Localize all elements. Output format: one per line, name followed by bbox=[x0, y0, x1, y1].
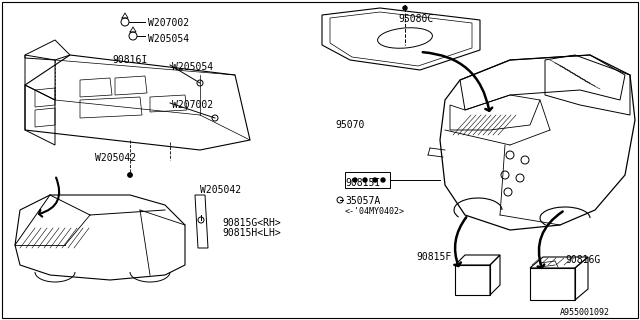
Text: 35057A: 35057A bbox=[345, 196, 380, 206]
Circle shape bbox=[381, 178, 385, 182]
Text: W205054: W205054 bbox=[148, 34, 189, 44]
Text: 90815H<LH>: 90815H<LH> bbox=[222, 228, 281, 238]
Text: A955001092: A955001092 bbox=[560, 308, 610, 317]
Circle shape bbox=[373, 178, 377, 182]
Text: W205042: W205042 bbox=[95, 153, 136, 163]
Text: W207002: W207002 bbox=[148, 18, 189, 28]
Circle shape bbox=[128, 173, 132, 177]
Text: 90815I: 90815I bbox=[345, 178, 380, 188]
Circle shape bbox=[353, 178, 357, 182]
Text: 95080C: 95080C bbox=[398, 14, 433, 24]
Text: W205042: W205042 bbox=[200, 185, 241, 195]
Text: 90816G: 90816G bbox=[565, 255, 600, 265]
Circle shape bbox=[363, 178, 367, 182]
Text: <-'04MY0402>: <-'04MY0402> bbox=[345, 207, 405, 216]
Circle shape bbox=[403, 6, 407, 10]
Text: 90816I: 90816I bbox=[112, 55, 147, 65]
Text: 90815F: 90815F bbox=[416, 252, 451, 262]
Text: 90815G<RH>: 90815G<RH> bbox=[222, 218, 281, 228]
Text: W207002: W207002 bbox=[172, 100, 213, 110]
Circle shape bbox=[128, 173, 132, 177]
Text: W205054: W205054 bbox=[172, 62, 213, 72]
Text: 95070: 95070 bbox=[335, 120, 364, 130]
